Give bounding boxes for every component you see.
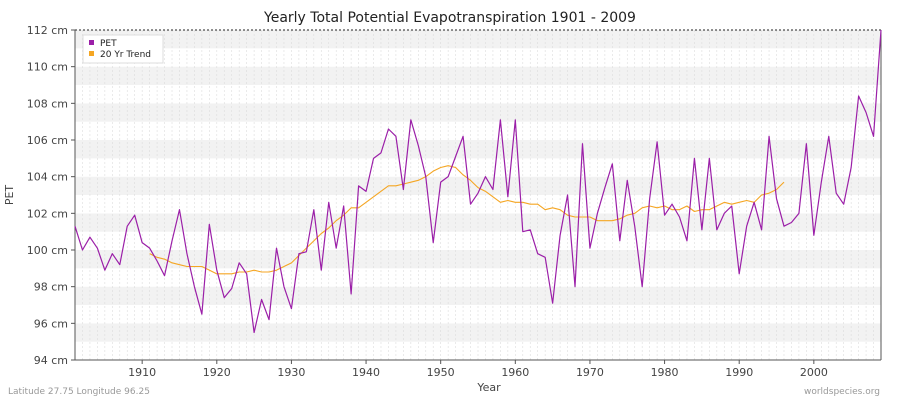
x-tick-label: 1940: [352, 366, 380, 379]
y-tick-label: 100 cm: [27, 244, 68, 257]
y-axis-ticks: 94 cm 96 cm 98 cm 100 cm 102 cm 104 cm 106 cm 1…: [27, 24, 75, 367]
y-tick-label: 110 cm: [27, 61, 68, 74]
x-tick-label: 1920: [203, 366, 231, 379]
y-axis-label: PET: [3, 185, 16, 206]
x-tick-label: 1930: [277, 366, 305, 379]
y-tick-label: 98 cm: [34, 281, 68, 294]
x-tick-label: 1950: [427, 366, 455, 379]
legend-pet-label: PET: [100, 39, 117, 49]
y-tick-label: 112 cm: [27, 24, 68, 37]
x-tick-label: 1980: [651, 366, 679, 379]
trend-series-line: [149, 165, 785, 275]
x-axis-ticks: 1910 1920 1930 1940 1950 1960 1970 1980 1990 2000: [128, 360, 828, 379]
y-tick-label: 108 cm: [27, 97, 68, 110]
y-tick-label: 96 cm: [34, 317, 68, 330]
plot-band: [75, 140, 881, 159]
legend-pet-swatch: [89, 40, 94, 45]
legend: PET 20 Yr Trend: [82, 34, 164, 64]
x-tick-label: 1910: [128, 366, 156, 379]
y-tick-label: 104 cm: [27, 171, 68, 184]
footer-location: Latitude 27.75 Longitude 96.25: [8, 387, 150, 397]
footer-source: worldspecies.org: [804, 387, 880, 397]
legend-trend-label: 20 Yr Trend: [100, 50, 151, 60]
y-tick-label: 102 cm: [27, 207, 68, 220]
y-tick-label: 106 cm: [27, 134, 68, 147]
x-tick-label: 1990: [725, 366, 753, 379]
x-tick-label: 1970: [576, 366, 604, 379]
y-tick-label: 94 cm: [34, 354, 68, 367]
series-lines: [74, 29, 882, 334]
legend-box: [82, 34, 164, 64]
x-axis-label: Year: [476, 381, 501, 394]
x-tick-label: 1960: [501, 366, 529, 379]
chart-title: Yearly Total Potential Evapotranspiratio…: [263, 10, 636, 26]
plot-band: [75, 231, 881, 250]
pet-series-line: [74, 29, 882, 334]
x-tick-label: 2000: [800, 366, 828, 379]
legend-trend-swatch: [89, 51, 94, 56]
